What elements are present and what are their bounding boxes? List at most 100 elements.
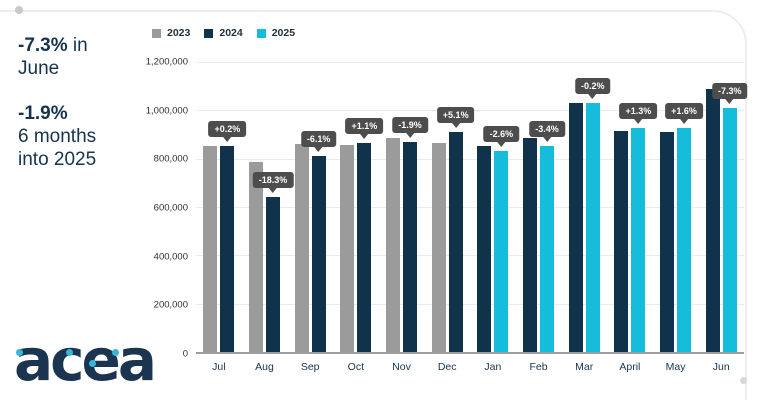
change-badge-Jun: -7.3% — [711, 82, 748, 104]
y-tick-label: 0 — [182, 348, 188, 360]
legend-swatch-2024 — [204, 28, 214, 38]
change-badge-Aug: -18.3% — [252, 171, 294, 193]
bar-April-2024[interactable] — [614, 131, 629, 352]
bar-May-2025[interactable]: +1.6% — [665, 103, 703, 352]
bar-Jul-2024[interactable]: +0.2% — [208, 120, 247, 352]
x-tick-label-Jan: Jan — [484, 361, 502, 373]
bar-Aug-2024[interactable]: -18.3% — [252, 171, 294, 352]
bar-group-Jun: -7.3% Jun — [698, 62, 748, 373]
x-tick-label-Jul: Jul — [212, 361, 226, 373]
y-tick-label: 200,000 — [153, 299, 188, 311]
bar-group-Nov: -1.9% Nov — [379, 62, 428, 373]
acea-logo-text: acea — [14, 326, 157, 394]
legend-label: 2025 — [271, 27, 296, 39]
change-badge-Sep: -6.1% — [300, 131, 337, 153]
x-tick-label-May: May — [665, 361, 686, 373]
x-tick-label-Nov: Nov — [392, 361, 411, 373]
badge-arrow — [497, 142, 506, 151]
x-tick-label-Dec: Dec — [437, 361, 457, 373]
bar-Feb-2025[interactable]: -3.4% — [529, 120, 565, 352]
badge-arrow — [360, 134, 369, 143]
x-tick-label-Mar: Mar — [575, 361, 594, 373]
logo-dot-1 — [16, 349, 23, 356]
corner-dot-bottom-right — [740, 377, 747, 384]
bar-Jan-2024[interactable] — [477, 146, 492, 352]
bar-group-May: +1.6% May — [653, 62, 703, 373]
legend-item-2025[interactable]: 2025 — [256, 27, 296, 39]
gridline-1200000 — [196, 62, 744, 63]
bar-group-Dec: +5.1% Dec — [424, 62, 475, 373]
gridline-200000 — [196, 303, 744, 305]
bar-Sep-2023[interactable] — [294, 143, 309, 352]
x-tick-label-April: April — [619, 361, 641, 373]
change-badge-Mar: -0.2% — [574, 78, 611, 100]
bar-group-Sep: -6.1% Sep — [287, 62, 337, 373]
legend-label: 2024 — [219, 27, 243, 39]
y-tick-label: 1,000,000 — [145, 105, 188, 117]
badge-arrow — [588, 94, 597, 103]
bar-Dec-2023[interactable] — [431, 143, 446, 352]
bar-Jun-2025[interactable]: -7.3% — [711, 82, 748, 352]
summary-annotations: -7.3% in June -1.9% 6 months into 2025 — [18, 34, 158, 171]
chart-legend: 2023 2024 2025 — [152, 27, 295, 39]
y-tick-label: 600,000 — [153, 202, 188, 214]
bar-Nov-2024[interactable]: -1.9% — [392, 117, 428, 352]
y-tick-label: 800,000 — [153, 153, 188, 165]
legend-label: 2023 — [167, 27, 191, 39]
change-badge-Jan: -2.6% — [483, 126, 520, 148]
badge-arrow — [543, 136, 552, 146]
badge-arrow — [451, 122, 460, 132]
bar-Dec-2024[interactable]: +5.1% — [436, 106, 475, 352]
change-badge-Nov: -1.9% — [392, 117, 428, 138]
acea-logo: acea — [12, 326, 157, 394]
bar-group-Feb: -3.4% Feb — [516, 62, 565, 373]
bar-Sep-2024[interactable]: -6.1% — [300, 131, 337, 352]
ytd-change-annotation: -1.9% 6 months into 2025 — [18, 102, 158, 171]
june-change-label: June — [18, 58, 60, 79]
june-change-value: -7.3% — [18, 35, 68, 56]
bar-groups: +0.2% Jul -18.3% Aug -6.1% Sep +1.1% Oct -1.9% No… — [196, 62, 748, 373]
ytd-change-line2: 6 months — [18, 126, 97, 147]
badge-arrow — [634, 119, 643, 128]
badge-arrow — [314, 147, 323, 156]
gridline-600000 — [196, 207, 744, 208]
gridline-400000 — [196, 255, 744, 257]
logo-dot-4 — [112, 349, 119, 356]
corner-dot-top-left — [15, 6, 23, 14]
bar-Aug-2023[interactable] — [249, 162, 263, 352]
badge-arrow — [680, 119, 689, 128]
change-badge-Feb: -3.4% — [529, 120, 565, 142]
x-tick-label-Aug: Aug — [255, 361, 274, 373]
legend-item-2023[interactable]: 2023 — [152, 27, 190, 39]
change-badge-April: +1.3% — [619, 103, 658, 125]
bar-Jul-2023[interactable] — [203, 146, 218, 352]
bar-Nov-2023[interactable] — [386, 138, 401, 352]
bar-Oct-2023[interactable] — [340, 145, 355, 352]
x-tick-label-Oct: Oct — [347, 361, 365, 373]
badge-arrow — [223, 136, 232, 146]
bar-Jan-2025[interactable]: -2.6% — [483, 126, 520, 352]
bar-Mar-2024[interactable] — [568, 102, 583, 352]
bar-May-2024[interactable] — [660, 132, 675, 352]
badge-arrow — [269, 187, 277, 197]
change-badge-May: +1.6% — [665, 103, 703, 125]
y-tick-label: 1,200,000 — [145, 56, 188, 68]
june-change-annotation: -7.3% in June — [18, 34, 158, 80]
bar-Oct-2024[interactable]: +1.1% — [345, 118, 384, 352]
legend-swatch-2023 — [152, 28, 161, 38]
logo-dot-2 — [66, 349, 73, 356]
bar-Jun-2024[interactable] — [705, 88, 720, 352]
logo-dot-3 — [89, 360, 96, 367]
legend-swatch-2025 — [256, 28, 266, 38]
y-tick-label: 400,000 — [153, 251, 188, 263]
y-axis-labels: 1,200,000 1,000,000 800,000 600,000 400,000 2… — [128, 57, 188, 360]
bar-group-April: +1.3% April — [607, 62, 658, 373]
bar-group-Aug: -18.3% Aug — [242, 62, 294, 373]
bar-Mar-2025[interactable]: -0.2% — [574, 78, 611, 352]
bar-Feb-2024[interactable] — [523, 138, 538, 352]
bar-April-2025[interactable]: +1.3% — [619, 103, 658, 352]
legend-item-2024[interactable]: 2024 — [204, 27, 243, 39]
bar-group-Oct: +1.1% Oct — [333, 62, 384, 373]
change-badge-Dec: +5.1% — [436, 106, 475, 128]
